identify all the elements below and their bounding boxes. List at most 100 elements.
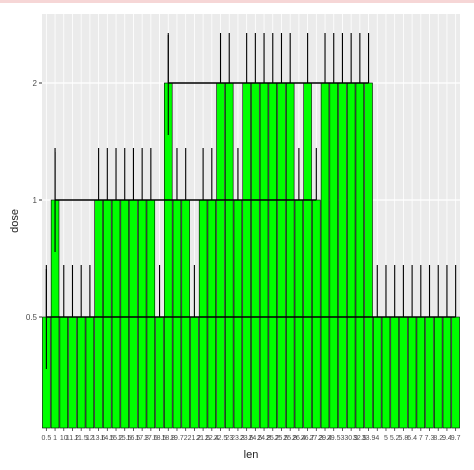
bar — [137, 199, 147, 429]
bar — [59, 316, 68, 429]
x-tick-label: 21.5 — [196, 435, 210, 442]
bar — [390, 316, 399, 429]
x-tick-label: 10 — [60, 435, 68, 442]
bar — [312, 199, 321, 429]
x-tick-label: 2 — [184, 435, 188, 442]
x-tick-label: 26.7 — [301, 435, 315, 442]
x-tick-label: 0.5 — [41, 435, 51, 442]
bar — [338, 82, 347, 429]
x-tick-label: 25.8 — [283, 435, 297, 442]
x-tick-label: 22.5 — [214, 435, 228, 442]
x-tick-label: 8.2 — [433, 435, 443, 442]
bar — [285, 82, 295, 429]
y-axis: 0.5 1 2 — [26, 79, 42, 322]
y-tick-label: 1 — [33, 196, 38, 205]
bar — [320, 82, 330, 429]
y-axis-title: dose — [9, 209, 21, 233]
bar — [76, 316, 86, 429]
x-tick-label: 7.3 — [425, 435, 435, 442]
bar — [207, 199, 217, 429]
bar — [103, 199, 112, 429]
x-tick-label: 18.8 — [161, 435, 175, 442]
bars — [42, 82, 460, 429]
x-tick-label: 24.8 — [257, 435, 271, 442]
x-tick-label: 17.6 — [144, 435, 158, 442]
x-tick-label: 25.2 — [266, 435, 280, 442]
x-tick-label: 5.2 — [390, 435, 400, 442]
x-tick-label: 3 — [340, 435, 344, 442]
bar — [146, 199, 156, 429]
bar — [294, 199, 304, 429]
x-tick-label: 24.5 — [249, 435, 263, 442]
x-tick-label: 12 — [86, 435, 94, 442]
bar — [172, 199, 182, 429]
x-tick-label: 16.5 — [127, 435, 141, 442]
bar — [329, 82, 338, 429]
x-tick-label: 14.5 — [101, 435, 115, 442]
x-axis-title: len — [244, 449, 259, 461]
bar — [85, 316, 95, 429]
x-tick-label: 21.2 — [188, 435, 202, 442]
bar — [242, 82, 251, 429]
x-tick-label: 23.3 — [231, 435, 245, 442]
bar — [346, 82, 356, 429]
x-tick-label: 19.7 — [170, 435, 184, 442]
bar — [94, 199, 103, 429]
bar — [111, 199, 121, 429]
bar — [190, 316, 199, 429]
x-tick-label: 5.8 — [399, 435, 409, 442]
x-tick-label: 17.3 — [135, 435, 149, 442]
bar — [129, 199, 138, 429]
mean-lines — [45, 35, 456, 369]
bar — [355, 82, 365, 429]
x-tick-label: 7 — [419, 435, 423, 442]
x-tick-label: 15.5 — [118, 435, 132, 442]
bar — [198, 199, 208, 429]
bar — [181, 199, 190, 429]
bar — [155, 316, 164, 429]
bar — [442, 316, 452, 429]
x-tick-label: 13.6 — [92, 435, 106, 442]
x-tick-label: 18.5 — [153, 435, 167, 442]
top-accent-bar — [0, 0, 474, 3]
bar — [451, 316, 460, 429]
y-tick-label: 0.5 — [26, 313, 38, 322]
bar — [399, 316, 408, 429]
x-tick-label: 33.9 — [362, 435, 376, 442]
x-tick-label: 11.2 — [66, 435, 79, 442]
bar — [259, 82, 269, 429]
bar — [303, 82, 312, 429]
x-tick-label: 4 — [375, 435, 379, 442]
bar — [233, 199, 243, 429]
bar — [425, 316, 434, 429]
x-tick-label: 29.5 — [327, 435, 341, 442]
x-tick-label: 26.4 — [292, 435, 306, 442]
x-axis: 0.5 1 1011.211.51213.614.515.215.516.517.3… — [41, 428, 461, 442]
x-tick-label: 25.5 — [275, 435, 289, 442]
bar — [373, 316, 382, 429]
bar — [277, 82, 286, 429]
bar — [225, 82, 234, 429]
bar — [364, 82, 373, 429]
x-tick-label: 11.5 — [75, 435, 88, 442]
bar — [68, 316, 77, 429]
bar — [216, 82, 225, 429]
x-tick-label: 15.2 — [109, 435, 123, 442]
y-tick-label: 2 — [33, 79, 38, 88]
x-tick-label: 27.3 — [310, 435, 324, 442]
bar — [381, 316, 391, 429]
x-tick-label: 23.6 — [240, 435, 254, 442]
bar — [416, 316, 426, 429]
x-tick-label: 23 — [225, 435, 233, 442]
x-tick-label: 9.4 — [442, 435, 452, 442]
x-tick-label: 1 — [53, 435, 57, 442]
x-tick-label: 9.7 — [451, 435, 461, 442]
x-tick-label: 30.9 — [344, 435, 358, 442]
x-tick-label: 29.4 — [318, 435, 332, 442]
x-tick-label: 6.4 — [407, 435, 417, 442]
bar — [251, 82, 260, 429]
x-tick-label: 5 — [384, 435, 388, 442]
x-tick-label: 32.5 — [353, 435, 367, 442]
x-tick-label: 22.4 — [205, 435, 219, 442]
